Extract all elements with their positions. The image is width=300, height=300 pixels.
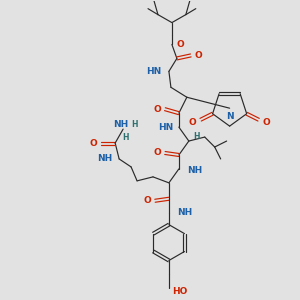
Text: H: H: [122, 133, 128, 142]
Text: O: O: [195, 51, 203, 60]
Text: O: O: [262, 118, 270, 127]
Text: H: H: [193, 132, 199, 141]
Text: H: H: [131, 120, 138, 129]
Text: NH: NH: [177, 208, 192, 217]
Text: HO: HO: [172, 287, 187, 296]
Text: O: O: [177, 40, 184, 49]
Text: HN: HN: [158, 123, 173, 132]
Text: NH: NH: [113, 120, 129, 129]
Text: O: O: [153, 148, 161, 158]
Text: NH: NH: [187, 167, 202, 176]
Text: O: O: [189, 118, 197, 127]
Text: HN: HN: [146, 67, 161, 76]
Text: NH: NH: [97, 154, 112, 164]
Text: O: O: [143, 196, 151, 205]
Text: O: O: [153, 105, 161, 114]
Text: O: O: [89, 139, 97, 148]
Text: N: N: [226, 112, 233, 121]
